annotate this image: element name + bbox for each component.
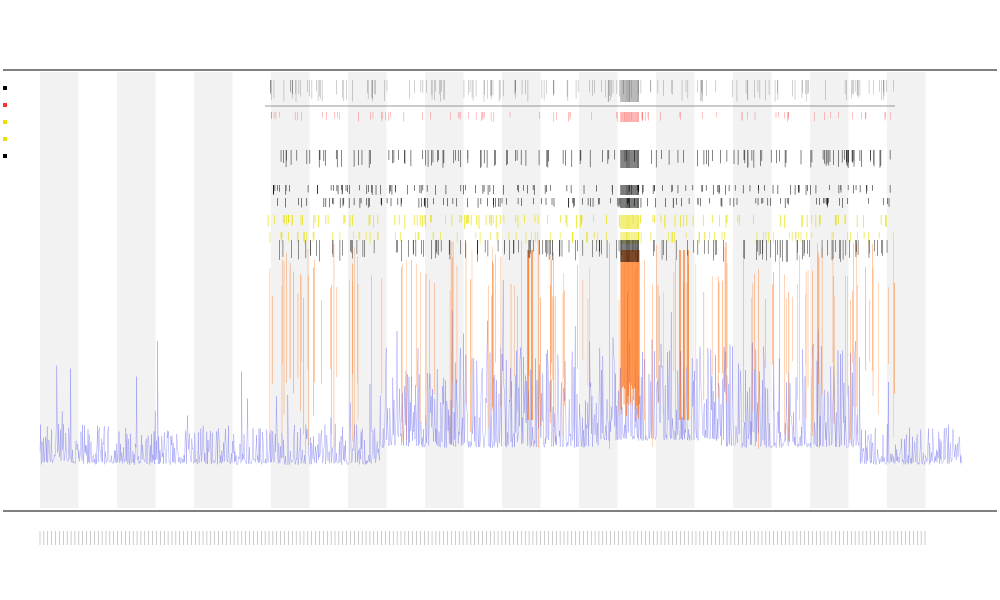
band	[40, 72, 79, 508]
band	[194, 72, 233, 508]
legend-swatch	[3, 154, 7, 158]
marker-layer	[267, 80, 894, 262]
band	[733, 72, 772, 508]
legend-swatch	[3, 137, 7, 141]
x-tick-labels	[39, 531, 926, 545]
band	[117, 72, 156, 508]
legend-swatch	[3, 103, 7, 107]
band	[887, 72, 926, 508]
legend	[3, 86, 7, 158]
legend-swatch	[3, 120, 7, 124]
trace-layer	[39, 240, 962, 466]
alternating-bands	[40, 72, 926, 508]
legend-swatch	[3, 86, 7, 90]
